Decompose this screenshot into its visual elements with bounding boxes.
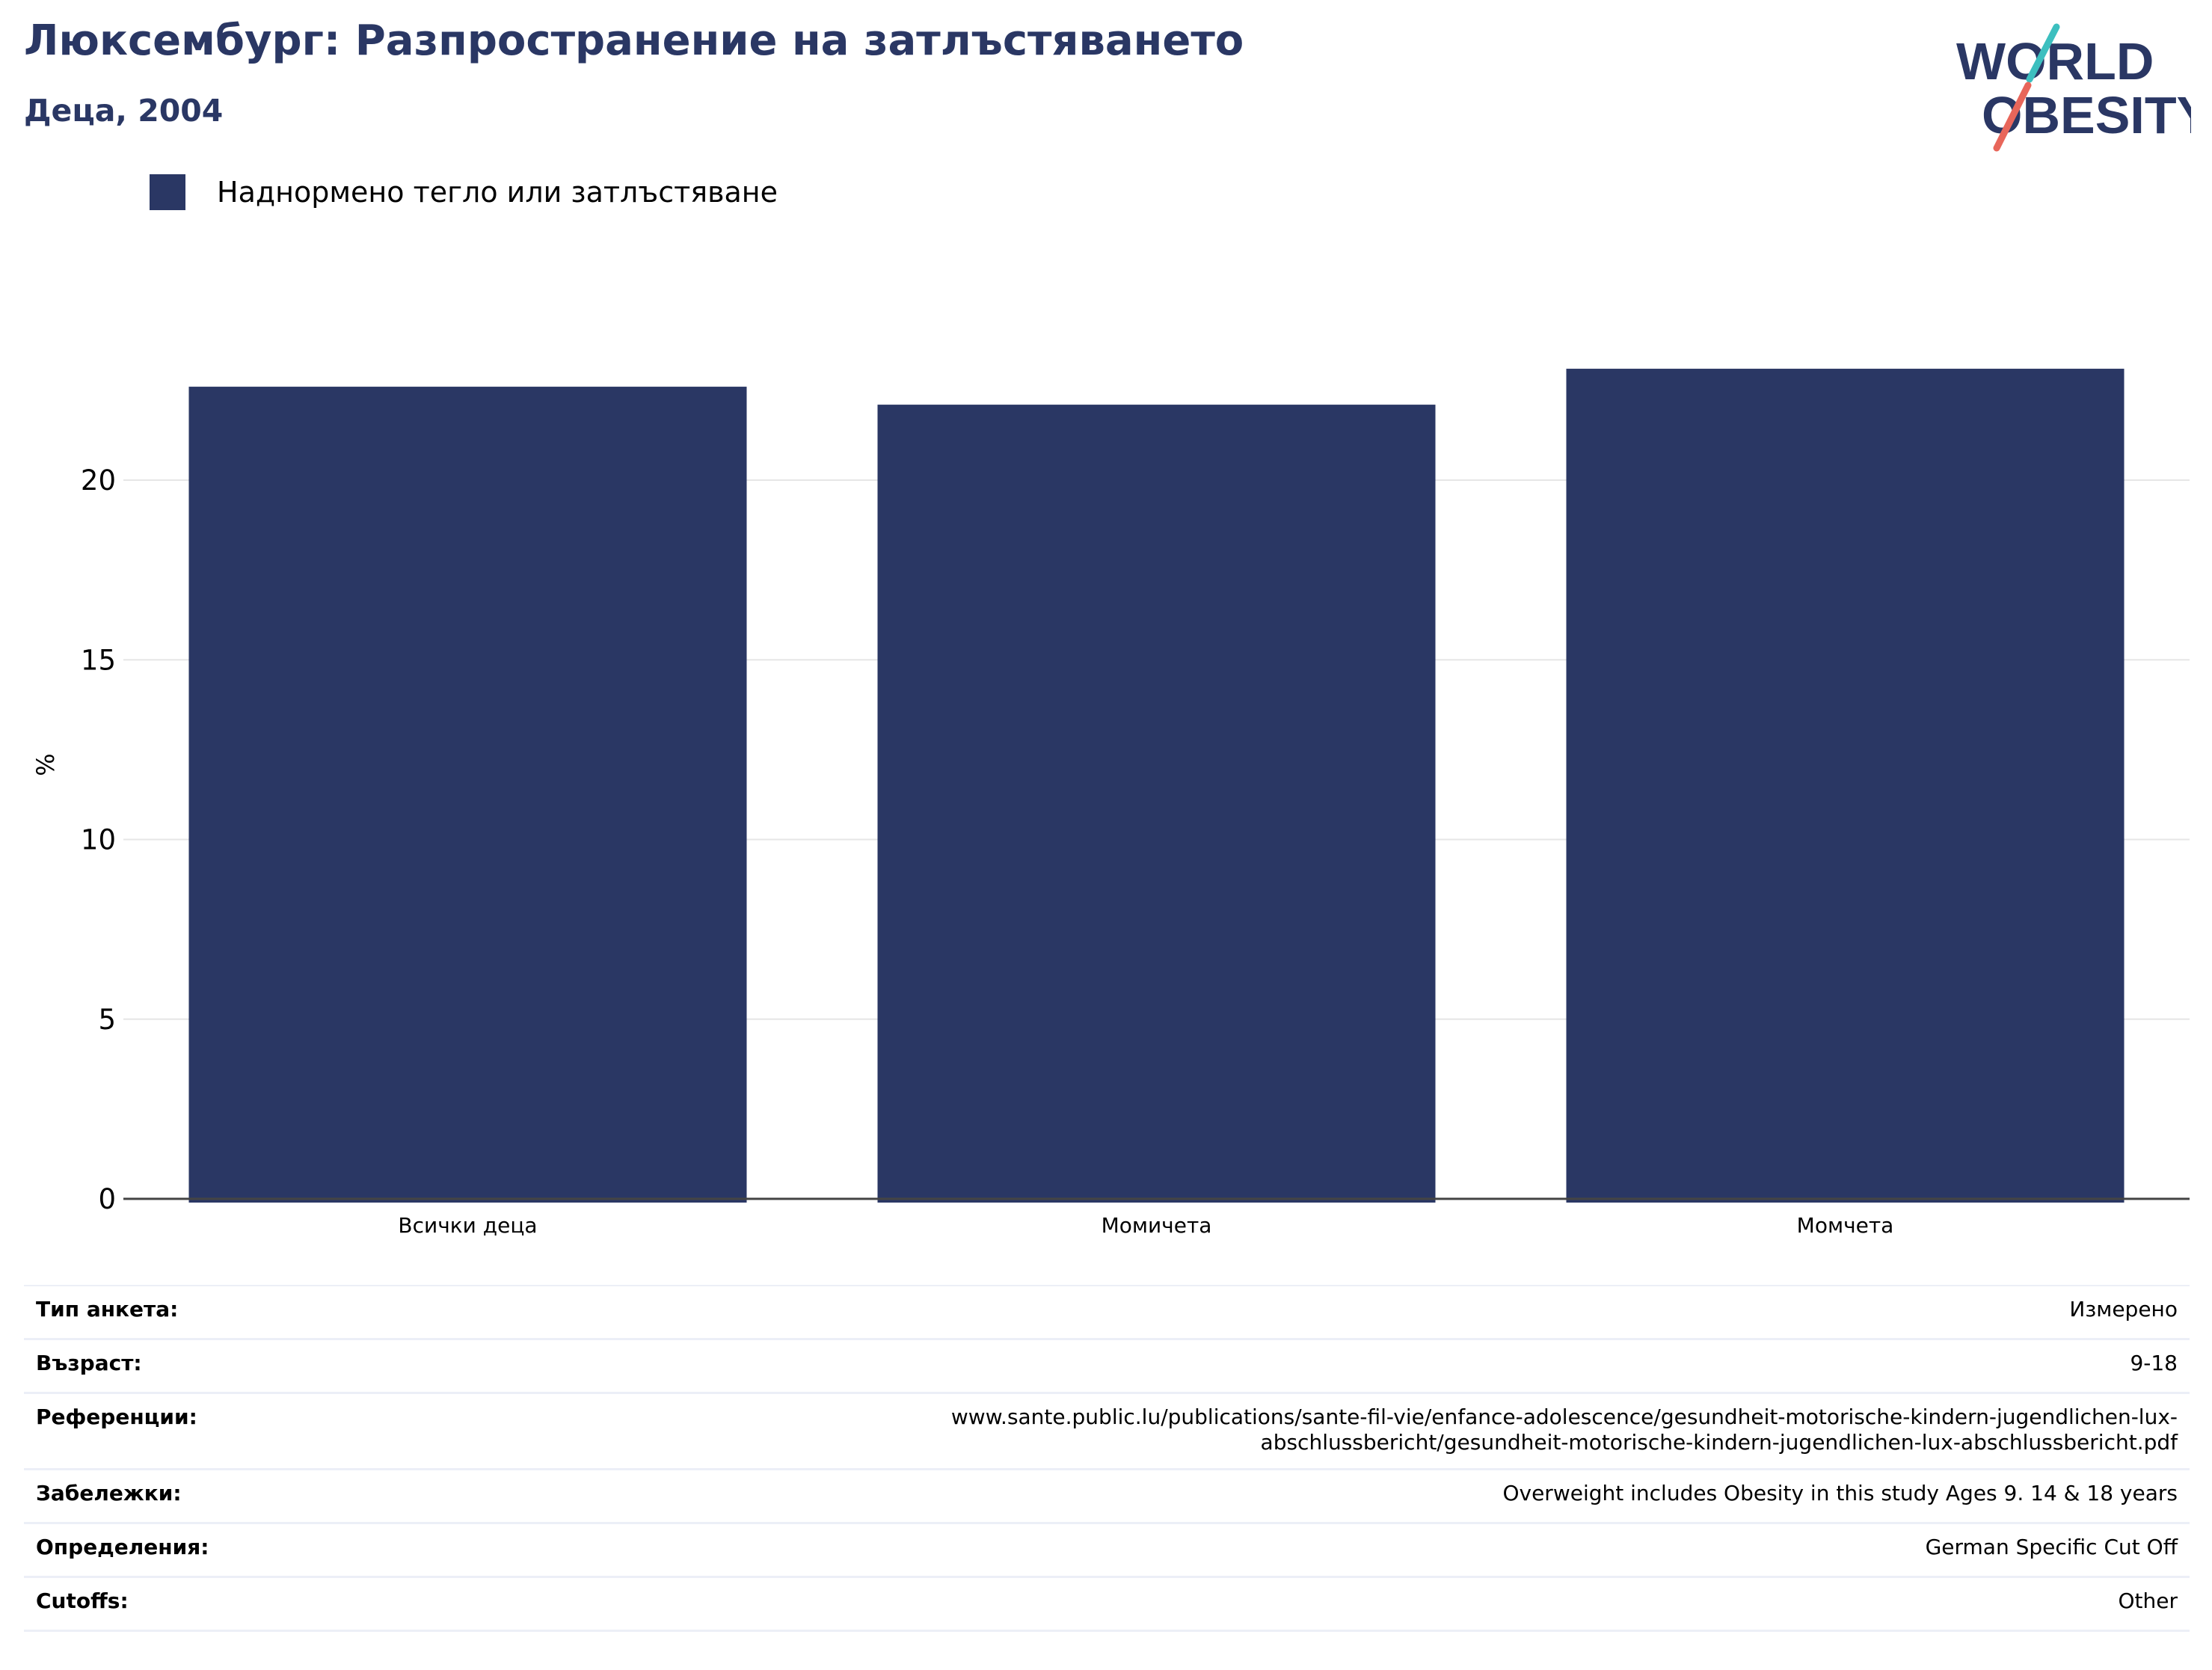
metadata-table: Тип анкета: Измерено Възраст: 9-18 Референци… bbox=[24, 1285, 2190, 1632]
legend: Наднормено тегло или затлъстяване bbox=[150, 174, 778, 211]
world-obesity-logo: WORLD OBESITY bbox=[1956, 23, 2191, 152]
metadata-label: Cutoffs: bbox=[36, 1588, 129, 1613]
metadata-row: Забележки: Overweight includes Obesity in… bbox=[24, 1470, 2190, 1524]
metadata-value-line: www.sante.public.lu/publications/sante-f… bbox=[950, 1405, 2178, 1429]
logo-slash-teal bbox=[2026, 23, 2060, 83]
chart-title: Люксембург: Разпространение на затлъстяв… bbox=[24, 16, 1244, 65]
y-tick-label: 15 bbox=[81, 644, 116, 676]
metadata-label: Референции: bbox=[36, 1405, 197, 1429]
metadata-value: 9-18 bbox=[2130, 1351, 2178, 1375]
x-tick-label: Всички деца bbox=[398, 1213, 537, 1238]
y-tick-label: 20 bbox=[81, 464, 116, 497]
metadata-row: Тип анкета: Измерено bbox=[24, 1286, 2190, 1340]
y-tick-label: 0 bbox=[98, 1183, 116, 1215]
chart-subtitle: Деца, 2004 bbox=[24, 93, 224, 129]
metadata-value-line: abschlussbericht/gesundheit-motorische-k… bbox=[1260, 1430, 2178, 1455]
metadata-row: Cutoffs: Other bbox=[24, 1578, 2190, 1632]
metadata-value: Other bbox=[2118, 1588, 2178, 1613]
y-tick-label: 5 bbox=[98, 1004, 116, 1036]
bars bbox=[188, 369, 2125, 1203]
legend-swatch bbox=[150, 174, 185, 210]
metadata-row: Референции: www.sante.public.lu/publicati… bbox=[24, 1394, 2190, 1470]
metadata-label: Възраст: bbox=[36, 1351, 142, 1375]
metadata-row: Определения: German Specific Cut Off bbox=[24, 1524, 2190, 1578]
metadata-value: Измерено bbox=[2069, 1297, 2178, 1321]
bar bbox=[188, 387, 747, 1203]
bar-chart: 0 5 10 15 20 Всички деца Момичета Момчета % bbox=[31, 369, 2190, 1238]
metadata-value: www.sante.public.lu/publications/sante-f… bbox=[951, 1405, 2178, 1455]
y-axis-label: % bbox=[31, 753, 60, 776]
logo-word-world: WORLD bbox=[1956, 32, 2154, 90]
metadata-row: Възраст: 9-18 bbox=[24, 1340, 2190, 1394]
metadata-value: Overweight includes Obesity in this stud… bbox=[1502, 1481, 2178, 1505]
metadata-label: Тип анкета: bbox=[36, 1297, 179, 1321]
x-tick-label: Момчета bbox=[1797, 1213, 1894, 1238]
logo-slash-coral bbox=[1993, 82, 2032, 152]
bar bbox=[1566, 369, 2125, 1203]
y-tick-label: 10 bbox=[81, 824, 116, 856]
legend-label: Наднормено тегло или затлъстяване bbox=[217, 176, 778, 209]
x-tick-labels: Всички деца Момичета Момчета bbox=[398, 1213, 1893, 1238]
bar bbox=[877, 405, 1436, 1203]
metadata-label: Определения: bbox=[36, 1535, 209, 1559]
metadata-value: German Specific Cut Off bbox=[1925, 1535, 2178, 1559]
y-tick-labels: 0 5 10 15 20 bbox=[81, 464, 116, 1215]
x-tick-label: Момичета bbox=[1102, 1213, 1212, 1238]
metadata-label: Забележки: bbox=[36, 1481, 182, 1505]
